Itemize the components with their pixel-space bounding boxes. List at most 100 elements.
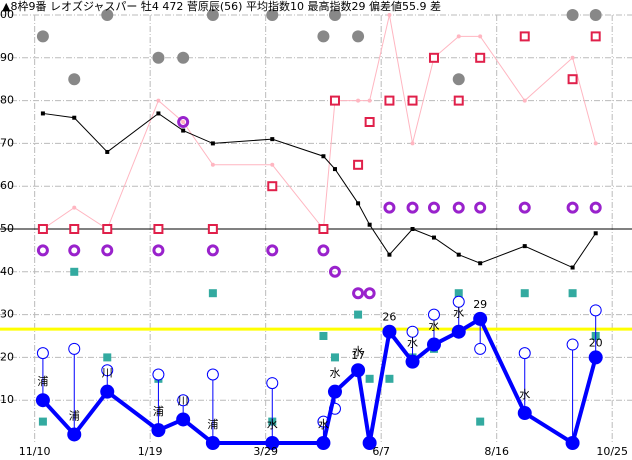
purple-ring — [383, 201, 396, 214]
gray-dot — [328, 9, 341, 21]
red-square — [384, 95, 395, 106]
gray-dot — [452, 73, 465, 86]
pink-dot — [593, 141, 598, 146]
red-square — [453, 95, 464, 106]
venue-label: 水 — [318, 418, 329, 431]
blue-ring — [474, 342, 487, 355]
black-dot — [387, 252, 392, 257]
purple-ring — [68, 244, 81, 257]
black-dot — [210, 141, 215, 146]
blue-ring — [589, 304, 602, 317]
gray-dot — [152, 51, 165, 64]
y-tick-label: 100 — [0, 8, 14, 21]
main-point — [588, 350, 603, 365]
gray-dot — [589, 9, 602, 21]
teal-square — [385, 374, 394, 383]
red-square — [153, 224, 164, 234]
venue-label: 浦 — [207, 418, 218, 431]
pink-dot — [478, 34, 483, 39]
teal-square — [454, 289, 463, 298]
purple-ring — [266, 244, 279, 257]
teal-square — [208, 289, 217, 298]
venue-label: 水 — [453, 307, 464, 320]
teal-square — [38, 417, 47, 426]
blue-ring — [68, 342, 81, 355]
venue-label: 水 — [267, 418, 278, 431]
black-dot — [367, 222, 372, 227]
value-label: 29 — [473, 298, 487, 311]
black-dot — [181, 128, 186, 133]
red-square — [69, 224, 80, 234]
venue-label: 浦 — [37, 375, 48, 388]
blue-ring — [177, 394, 190, 407]
value-label: 26 — [382, 311, 396, 324]
blue-ring — [266, 377, 279, 390]
pink-dot — [367, 98, 372, 103]
red-square — [428, 52, 439, 63]
x-tick-label: 6/7 — [372, 445, 390, 458]
main-point — [265, 436, 280, 450]
purple-ring — [406, 201, 419, 214]
main-point — [517, 406, 532, 421]
red-square — [329, 95, 340, 106]
main-point — [176, 412, 191, 427]
black-dot — [321, 154, 326, 159]
black-dot — [522, 244, 527, 249]
teal-square — [476, 417, 485, 426]
gray-dot — [566, 9, 579, 21]
venue-label: 川 — [178, 394, 189, 407]
gray-dot — [317, 30, 330, 43]
black-dot — [332, 167, 337, 172]
blue-ring — [406, 325, 419, 338]
venue-label: 水 — [407, 337, 418, 350]
venue-label: 浦 — [69, 409, 80, 422]
purple-ring — [566, 201, 579, 214]
gray-dot — [266, 9, 279, 21]
venue-label: 浦 — [153, 405, 164, 418]
red-square — [102, 224, 113, 234]
main-point — [67, 427, 82, 442]
black-dot — [105, 149, 110, 154]
blue-ring — [206, 368, 219, 381]
x-tick-label: 1/19 — [138, 445, 163, 458]
black-dot — [156, 111, 161, 116]
pink-dot — [410, 141, 415, 146]
main-point — [451, 324, 466, 339]
black-dot — [40, 111, 45, 116]
teal-square — [354, 310, 363, 319]
x-tick-label: 8/16 — [484, 445, 509, 458]
blue-ring — [36, 347, 49, 360]
main-point — [426, 337, 441, 352]
purple-ring — [363, 287, 376, 300]
y-tick-label: 40 — [0, 265, 14, 278]
red-square — [567, 74, 578, 85]
pink-dot — [522, 98, 527, 103]
venue-label: 水 — [353, 345, 364, 358]
y-tick-label: 90 — [0, 51, 14, 64]
pink-dot — [270, 162, 275, 167]
pink-dot — [356, 98, 361, 103]
black-dot — [478, 261, 483, 266]
blue-ring — [101, 364, 114, 377]
teal-square — [330, 353, 339, 362]
purple-ring — [206, 244, 219, 257]
purple-ring — [317, 244, 330, 257]
pink-dot — [181, 120, 186, 124]
x-tick-label: 10/25 — [596, 445, 628, 458]
teal-square — [568, 289, 577, 298]
gray-dot — [206, 9, 219, 21]
main-point — [35, 393, 50, 408]
red-square — [318, 224, 329, 234]
black-dot — [570, 265, 575, 270]
purple-ring — [474, 201, 487, 214]
main-point — [100, 384, 115, 399]
blue-ring — [152, 368, 165, 381]
black-dot — [356, 201, 361, 206]
purple-ring — [328, 265, 341, 278]
venue-label: 川 — [102, 367, 113, 380]
main-point — [382, 324, 397, 339]
y-tick-label: 70 — [0, 136, 14, 149]
blue-ring — [452, 295, 465, 308]
black-dot — [456, 252, 461, 257]
gray-dot — [177, 51, 190, 64]
